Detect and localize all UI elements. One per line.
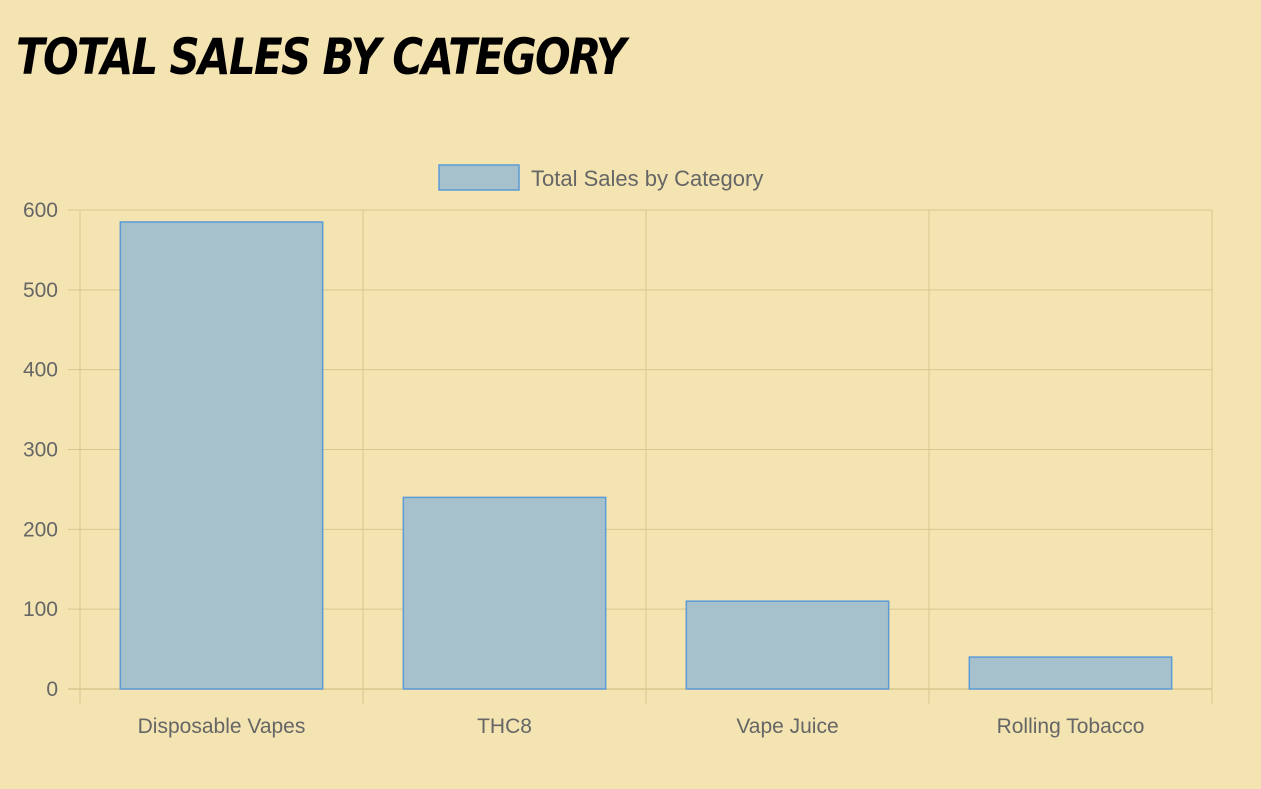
page-title: Total Sales by Category: [16, 28, 626, 86]
legend-swatch[interactable]: [438, 164, 520, 191]
axis-layer: 0 100 200 300 400 500 600 Disposable Vapes THC8 V…: [23, 199, 1144, 738]
legend[interactable]: Total Sales by Category: [438, 164, 763, 191]
y-tick-label: 100: [23, 598, 58, 621]
bar-layer: [119, 221, 1173, 690]
x-tick-label: Vape Juice: [736, 715, 838, 738]
x-tick-label: Disposable Vapes: [138, 715, 306, 738]
bar[interactable]: [968, 656, 1173, 690]
x-tick-label: Rolling Tobacco: [997, 715, 1145, 738]
bar[interactable]: [119, 221, 324, 690]
bar[interactable]: [402, 496, 607, 690]
y-tick-label: 600: [23, 199, 58, 222]
y-tick-label: 200: [23, 518, 58, 541]
y-tick-label: 300: [23, 439, 58, 462]
legend-label[interactable]: Total Sales by Category: [531, 166, 763, 191]
x-tick-label: THC8: [477, 715, 532, 738]
y-tick-label: 400: [23, 359, 58, 382]
y-tick-label: 0: [46, 678, 58, 701]
bar[interactable]: [685, 600, 890, 690]
y-tick-label: 500: [23, 279, 58, 302]
